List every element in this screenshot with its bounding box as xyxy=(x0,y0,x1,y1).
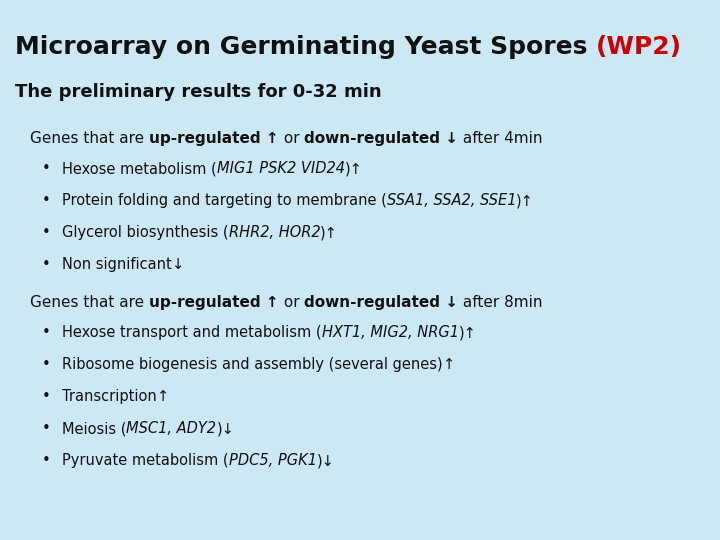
Text: after 4min: after 4min xyxy=(458,131,543,146)
Text: Meiosis (: Meiosis ( xyxy=(62,421,127,436)
Text: )↑: )↑ xyxy=(345,161,363,176)
Text: Hexose metabolism (: Hexose metabolism ( xyxy=(62,161,217,176)
Text: Non significant: Non significant xyxy=(62,257,172,272)
Text: Genes that are: Genes that are xyxy=(30,131,149,146)
Text: •: • xyxy=(42,453,50,468)
Text: RHR2, HOR2: RHR2, HOR2 xyxy=(229,225,320,240)
Text: Hexose transport and metabolism (: Hexose transport and metabolism ( xyxy=(62,325,322,340)
Text: PDC5, PGK1: PDC5, PGK1 xyxy=(229,453,317,468)
Text: •: • xyxy=(42,421,50,436)
Text: •: • xyxy=(42,161,50,176)
Text: HXT1, MIG2, NRG1: HXT1, MIG2, NRG1 xyxy=(322,325,459,340)
Text: Glycerol biosynthesis (: Glycerol biosynthesis ( xyxy=(62,225,229,240)
Text: )↑: )↑ xyxy=(516,193,534,208)
Text: •: • xyxy=(42,357,50,372)
Text: )↑: )↑ xyxy=(320,225,338,240)
Text: Ribosome biogenesis and assembly (several genes): Ribosome biogenesis and assembly (severa… xyxy=(62,357,443,372)
Text: •: • xyxy=(42,257,50,272)
Text: down-regulated ↓: down-regulated ↓ xyxy=(304,295,458,310)
Text: •: • xyxy=(42,325,50,340)
Text: (WP2): (WP2) xyxy=(596,35,682,59)
Text: MIG1 PSK2 VID24: MIG1 PSK2 VID24 xyxy=(217,161,345,176)
Text: or: or xyxy=(279,295,304,310)
Text: Protein folding and targeting to membrane (: Protein folding and targeting to membran… xyxy=(62,193,387,208)
Text: SSA1, SSA2, SSE1: SSA1, SSA2, SSE1 xyxy=(387,193,516,208)
Text: )↑: )↑ xyxy=(459,325,477,340)
Text: or: or xyxy=(279,131,304,146)
Text: MSC1, ADY2: MSC1, ADY2 xyxy=(127,421,217,436)
Text: Pyruvate metabolism (: Pyruvate metabolism ( xyxy=(62,453,229,468)
Text: •: • xyxy=(42,225,50,240)
Text: •: • xyxy=(42,193,50,208)
Text: ↑: ↑ xyxy=(157,389,169,404)
Text: up-regulated ↑: up-regulated ↑ xyxy=(149,295,279,310)
Text: after 8min: after 8min xyxy=(458,295,543,310)
Text: ↓: ↓ xyxy=(172,257,184,272)
Text: )↓: )↓ xyxy=(317,453,335,468)
Text: )↓: )↓ xyxy=(217,421,235,436)
Text: ↑: ↑ xyxy=(443,357,455,372)
Text: up-regulated ↑: up-regulated ↑ xyxy=(149,131,279,146)
Text: Genes that are: Genes that are xyxy=(30,295,149,310)
Text: Microarray on Germinating Yeast Spores: Microarray on Germinating Yeast Spores xyxy=(15,35,596,59)
Text: •: • xyxy=(42,389,50,404)
Text: The preliminary results for 0-32 min: The preliminary results for 0-32 min xyxy=(15,83,382,101)
Text: Transcription: Transcription xyxy=(62,389,157,404)
Text: down-regulated ↓: down-regulated ↓ xyxy=(304,131,458,146)
